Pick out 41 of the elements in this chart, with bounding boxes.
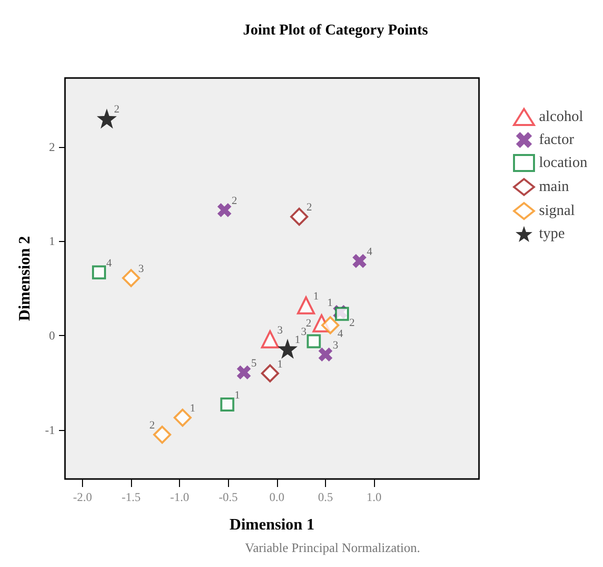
x-tick-label: -1.5 xyxy=(122,490,141,504)
annotation: 4 xyxy=(106,257,112,270)
annotation: 2 xyxy=(306,317,312,330)
x-axis-title: Dimension 1 xyxy=(230,516,314,534)
annotation: 2 xyxy=(149,420,155,432)
annotation: 1 xyxy=(190,402,196,415)
legend-label: signal xyxy=(539,203,575,219)
text: Variable Principal Normalization. xyxy=(245,540,420,555)
y-tick-label: 0 xyxy=(49,328,55,343)
x-tick-label: 1.0 xyxy=(366,490,382,504)
annotation: 3 xyxy=(277,324,284,336)
annotation: 3 xyxy=(301,326,308,338)
chart-title: Joint Plot of Category Points xyxy=(243,22,428,38)
legend-label: alcohol xyxy=(539,109,584,125)
legend-label: main xyxy=(539,179,570,195)
x-tick-label: -1.0 xyxy=(170,490,190,504)
legend-label: location xyxy=(539,155,588,171)
annotation: 1 xyxy=(313,290,319,302)
y-tick-label: 1 xyxy=(49,234,55,248)
x-tick-label: 0.5 xyxy=(318,490,333,504)
y-axis-title: Dimension 2 xyxy=(16,236,34,321)
annotation: 4 xyxy=(338,328,344,340)
legend-label: type xyxy=(539,226,566,242)
annotation: 2 xyxy=(114,104,120,116)
annotation: 2 xyxy=(306,202,312,214)
legend-label: factor xyxy=(539,132,574,148)
x-tick-label: 0.0 xyxy=(269,490,284,504)
annotation: 1 xyxy=(327,296,333,309)
annotation: 3 xyxy=(138,263,144,276)
annotation: 5 xyxy=(251,357,258,370)
y-tick-label: 2 xyxy=(49,140,55,154)
x-tick-label: -0.5 xyxy=(218,490,238,504)
y-tick-label: -1 xyxy=(45,422,55,437)
annotation: 4 xyxy=(366,246,373,258)
annotation: 1 xyxy=(294,334,300,346)
annotation: 1 xyxy=(277,358,283,370)
annotation: 1 xyxy=(234,389,240,402)
annotation: 2 xyxy=(232,195,238,208)
annotation: 2 xyxy=(349,316,355,329)
annotation: 3 xyxy=(332,339,339,352)
x-tick-label: -2.0 xyxy=(72,490,92,504)
